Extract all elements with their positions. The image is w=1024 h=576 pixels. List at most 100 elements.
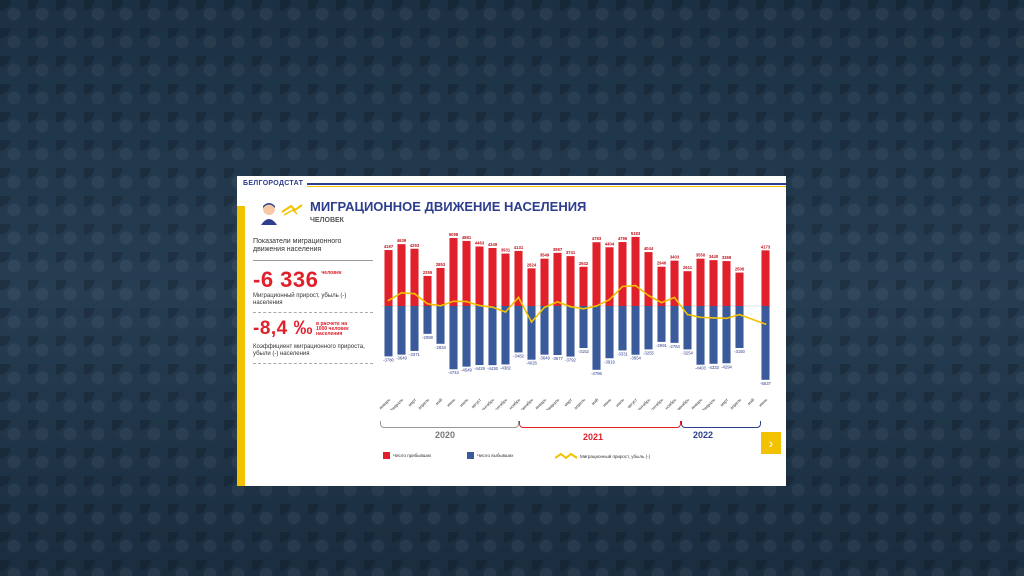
- data-label-departures: -2834: [435, 345, 446, 350]
- bar-departures: [761, 306, 770, 380]
- data-label-departures: -3677: [552, 356, 563, 361]
- bar-departures: [605, 306, 614, 359]
- net-point: [582, 307, 585, 310]
- bar-arrivals: [527, 268, 536, 306]
- legend-swatch-departures: [467, 452, 474, 459]
- divider: [253, 312, 373, 313]
- divider: [253, 260, 373, 261]
- bar-arrivals: [735, 272, 744, 306]
- data-label-departures: -4436: [487, 366, 498, 371]
- data-label-departures: -2691: [656, 343, 667, 348]
- bar-arrivals: [592, 242, 601, 306]
- data-label-arrivals: 4796: [618, 236, 628, 241]
- coefficient-row: -8,4 ‰ в расчете на 1000 человек населен…: [253, 318, 373, 340]
- person-icon: [261, 203, 277, 225]
- net-migration-line: [388, 284, 766, 325]
- net-point: [712, 317, 715, 319]
- bar-arrivals: [436, 267, 445, 306]
- tick-label: февраль: [388, 397, 404, 410]
- year-brace-2020: [380, 421, 519, 428]
- net-migration-label: Миграционный прирост, убыль (-) населени…: [253, 293, 347, 306]
- legend-swatch-arrivals: [383, 452, 390, 459]
- bar-arrivals: [670, 260, 679, 306]
- legend-label-net: Миграционный прирост, убыль (-): [580, 453, 651, 459]
- net-migration-value: -6 336: [253, 267, 319, 292]
- data-label-departures: -3152: [578, 349, 589, 354]
- data-label-departures: -2764: [669, 344, 680, 349]
- data-label-arrivals: 3987: [553, 247, 563, 252]
- data-label-arrivals: 3369: [722, 255, 732, 260]
- data-label-departures: -5537: [760, 381, 771, 386]
- bar-departures: [670, 306, 679, 343]
- migration-chart: 4197-3780январь4639-3649февраль4293-3371…: [378, 231, 772, 410]
- tick-label: март: [719, 397, 729, 407]
- data-label-arrivals: 3403: [670, 255, 680, 260]
- data-label-departures: -3919: [604, 359, 615, 364]
- bar-departures: [644, 306, 653, 350]
- chevron-right-icon: ›: [768, 435, 774, 451]
- data-label-arrivals: 4783: [592, 236, 602, 241]
- data-label-departures: -4333: [708, 365, 719, 370]
- net-point: [556, 300, 559, 303]
- bar-departures: [449, 306, 458, 370]
- bar-departures: [592, 306, 601, 370]
- bar-arrivals: [631, 236, 640, 306]
- net-point: [647, 294, 650, 297]
- top-divider-accent: [307, 186, 786, 187]
- tick-label: май: [746, 397, 755, 406]
- side-accent-bar: [237, 206, 245, 486]
- bar-departures: [657, 306, 666, 342]
- legend-arrivals: Число прибывших: [383, 452, 431, 459]
- bar-departures: [527, 306, 536, 360]
- tick-label: июль: [615, 397, 626, 408]
- indicators-header: Показатели миграционного движения населе…: [253, 238, 342, 253]
- bar-arrivals: [605, 247, 614, 306]
- legend-label-arrivals: Число прибывших: [393, 453, 432, 458]
- data-label-arrivals: 4197: [384, 244, 394, 249]
- coefficient-label: Коэффициент миграционного прироста, убыл…: [253, 344, 365, 357]
- data-label-departures: -3654: [630, 356, 641, 361]
- net-point: [608, 298, 611, 301]
- year-brace-2021: [519, 421, 681, 428]
- net-point: [686, 313, 689, 316]
- net-point: [725, 317, 728, 320]
- tick-label: май: [590, 397, 599, 406]
- bar-arrivals: [722, 261, 731, 306]
- net-point: [569, 305, 572, 308]
- data-label-departures: -4549: [461, 368, 472, 373]
- net-point: [426, 302, 429, 305]
- net-point: [504, 311, 507, 313]
- legend-net: Миграционный прирост, убыль (-): [555, 452, 650, 460]
- bar-departures: [696, 306, 705, 365]
- top-divider: [307, 183, 786, 185]
- data-label-arrivals: 2853: [436, 262, 446, 267]
- bar-departures: [709, 306, 718, 364]
- bar-arrivals: [514, 250, 523, 306]
- tick-label: октябрь: [494, 397, 509, 410]
- data-label-arrivals: 4044: [644, 246, 654, 251]
- tick-label: июнь: [602, 397, 613, 408]
- bar-arrivals: [475, 246, 484, 306]
- data-label-arrivals: 4293: [410, 243, 420, 248]
- bar-arrivals: [462, 240, 471, 306]
- data-label-arrivals: 2942: [579, 261, 589, 266]
- data-label-arrivals: 4639: [397, 238, 407, 243]
- tick-label: декабрь: [519, 397, 534, 410]
- bar-departures: [488, 306, 497, 366]
- net-point: [517, 296, 520, 299]
- data-label-departures: -4382: [500, 365, 511, 370]
- bar-arrivals: [579, 266, 588, 306]
- data-label-departures: -3780: [383, 357, 394, 362]
- bar-arrivals: [618, 242, 627, 306]
- bar-arrivals: [397, 244, 406, 306]
- tick-label: март: [563, 397, 573, 407]
- net-point: [387, 299, 390, 302]
- net-point: [660, 301, 663, 304]
- bar-arrivals: [683, 271, 692, 306]
- data-label-departures: -3331: [617, 351, 628, 356]
- next-slide-button[interactable]: ›: [761, 432, 781, 454]
- net-migration-unit: человек: [321, 270, 342, 276]
- net-point: [491, 306, 494, 309]
- data-label-arrivals: 5098: [449, 232, 459, 237]
- data-label-departures: -3371: [409, 352, 420, 357]
